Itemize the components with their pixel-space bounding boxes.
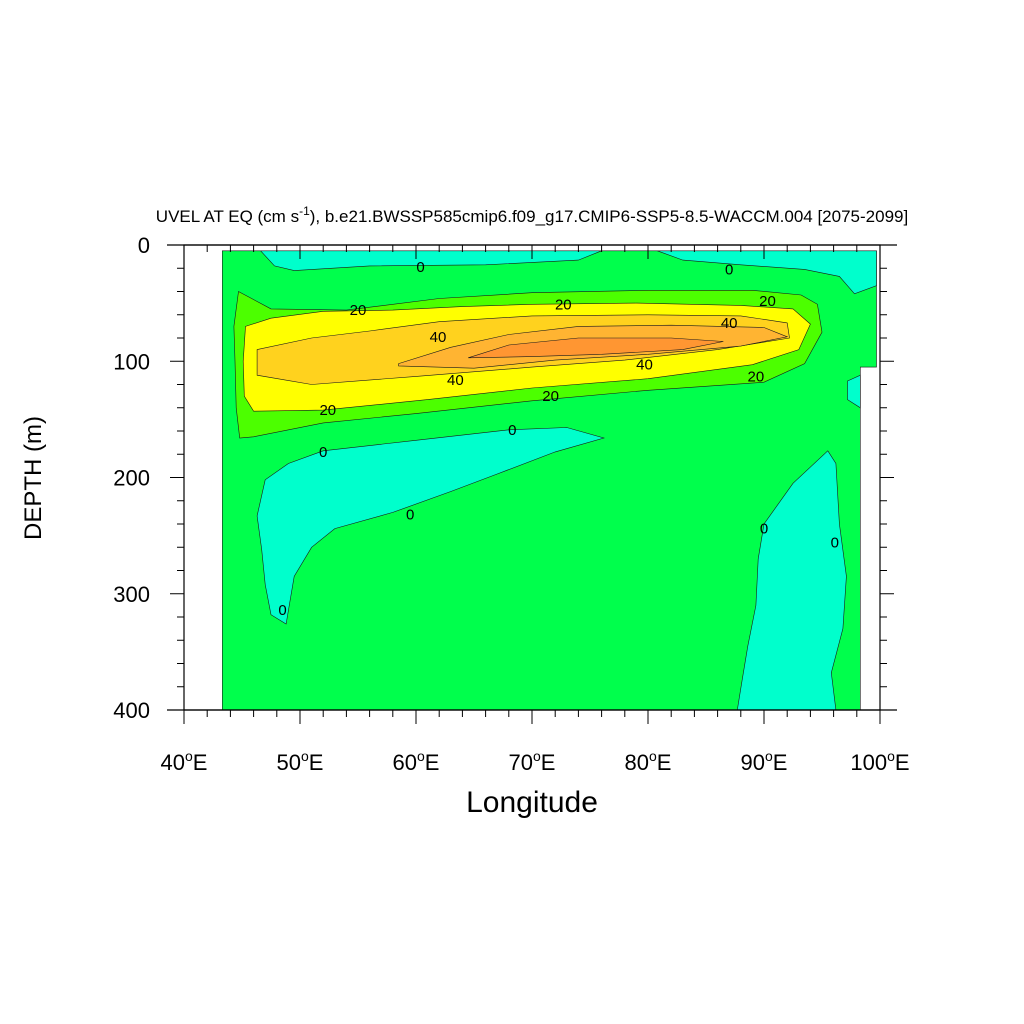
contour-labels: 0 0 20 20 20 40 40 40 40 20 20 20 0 0 0 0 0 0 (278, 259, 839, 619)
contour-label: 0 (831, 535, 839, 552)
contour-label: 20 (748, 368, 765, 385)
contour-label: 40 (636, 357, 653, 374)
contour-label: 40 (430, 329, 447, 346)
chart-title: UVEL AT EQ (cm s-1), b.e21.BWSSP585cmip6… (156, 204, 908, 226)
contour-label: 40 (447, 372, 464, 389)
y-tick-label: 0 (138, 233, 150, 258)
contour-label: 20 (759, 293, 776, 310)
x-tick-label: 90oE (741, 748, 788, 775)
x-tick-label: 100oE (850, 748, 909, 775)
contour-region-band-50 (468, 337, 724, 359)
contour-region-surface-negative (259, 250, 602, 271)
y-tick-label: 200 (113, 466, 150, 491)
contour-region-subsurface-negative-west (256, 427, 605, 625)
plot-axes: 40oE 50oE 60oE 70oE 80oE 90oE 100oE01002003004… (113, 233, 909, 775)
contour-label: 0 (760, 521, 768, 538)
contour-label: 0 (278, 602, 286, 619)
x-tick-label: 60oE (393, 748, 440, 775)
contour-label: 20 (319, 402, 336, 419)
x-tick-label: 80oE (625, 748, 672, 775)
contour-region-far-east-negative (847, 374, 861, 409)
x-tick-label: 40oE (161, 748, 208, 775)
contour-region-deep-negative-east (736, 450, 847, 711)
y-tick-label: 100 (113, 349, 150, 374)
y-tick-label: 300 (113, 582, 150, 607)
x-axis-title: Longitude (466, 786, 598, 819)
contour-label: 0 (416, 259, 424, 276)
contour-label: 0 (319, 444, 327, 461)
contour-label: 20 (555, 296, 572, 313)
contour-fills (222, 250, 877, 711)
x-tick-label: 70oE (509, 748, 556, 775)
contour-label: 0 (725, 261, 733, 278)
contour-label: 20 (350, 302, 367, 319)
contour-label: 40 (721, 315, 738, 332)
contour-region-surface-negative-east (657, 250, 877, 295)
contour-label: 0 (508, 422, 516, 439)
contour-label: 0 (406, 507, 414, 524)
contour-label: 20 (542, 388, 559, 405)
y-axis-title: DEPTH (m) (20, 416, 47, 540)
x-tick-label: 50oE (277, 748, 324, 775)
y-tick-label: 400 (113, 698, 150, 723)
